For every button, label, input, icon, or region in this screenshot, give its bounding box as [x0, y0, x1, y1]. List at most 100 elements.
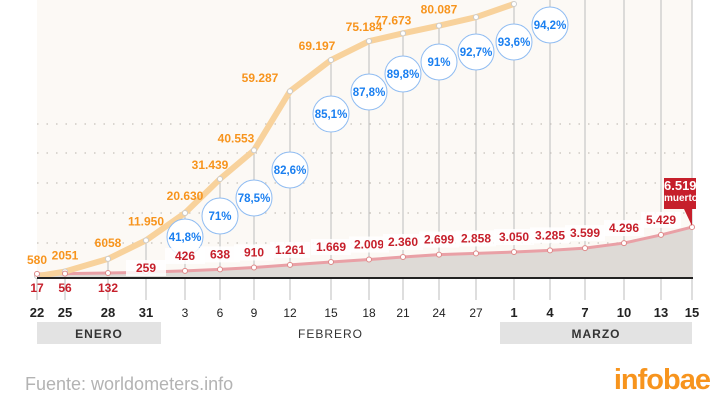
deaths-point	[105, 270, 111, 277]
cases-point	[217, 175, 223, 182]
deaths-point	[621, 240, 627, 247]
percent-circle	[271, 151, 309, 189]
x-tick-label: 22	[30, 305, 44, 320]
cases-point	[328, 57, 334, 64]
cases-point	[511, 0, 517, 7]
x-tick-label: 24	[432, 306, 446, 320]
deaths-point	[436, 251, 442, 258]
infobae-logo: infobae	[613, 364, 711, 396]
deaths-area	[37, 227, 692, 278]
deaths-label-bg	[419, 231, 459, 248]
deaths-point	[582, 245, 588, 252]
percent-label: 41,8%	[169, 232, 202, 244]
deaths-label: 259	[136, 261, 156, 275]
x-tick-label: 10	[617, 305, 631, 320]
deaths-label: 3.599	[570, 226, 600, 240]
cases-label: 80.087	[421, 3, 458, 17]
x-tick-label: 1	[510, 305, 517, 320]
percent-label: 94,2%	[534, 20, 567, 32]
deaths-label-bg	[126, 260, 166, 276]
deaths-point	[217, 266, 223, 273]
deaths-label: 3.285	[535, 228, 565, 242]
tag-pointer	[684, 209, 692, 226]
deaths-point	[366, 256, 372, 263]
x-tick-label: 9	[251, 306, 258, 320]
deaths-point	[328, 258, 334, 265]
final-deaths-tag: 6.519 muertos	[664, 178, 704, 209]
deaths-label-bg	[349, 236, 389, 253]
deaths-point	[658, 231, 664, 238]
x-tick-label: 31	[139, 305, 153, 320]
deaths-label-bg	[494, 229, 534, 246]
percent-label: 85,1%	[315, 109, 348, 121]
deaths-point	[287, 261, 293, 268]
cases-point	[143, 237, 149, 244]
deaths-point	[182, 267, 188, 274]
deaths-label-bg	[311, 238, 351, 255]
deaths-label-bg	[383, 234, 423, 251]
x-tick-label: 15	[685, 305, 699, 320]
deaths-label-bg	[270, 241, 310, 258]
deaths-label: 5.429	[646, 213, 676, 227]
percent-circle	[420, 43, 458, 81]
deaths-label: 1.669	[316, 240, 346, 254]
cases-point	[400, 30, 406, 37]
cases-label: 59.287	[242, 71, 279, 85]
month-band	[500, 322, 692, 344]
cases-line	[36, 1, 515, 280]
cases-point	[251, 147, 257, 154]
deaths-label-bg	[604, 220, 644, 237]
month-label: FEBRERO	[298, 327, 363, 341]
deaths-point	[511, 249, 517, 256]
cases-label: 31.439	[192, 158, 229, 172]
final-deaths-value: 6.519	[664, 178, 697, 193]
x-tick-label: 15	[324, 306, 338, 320]
cases-label: 11.950	[128, 214, 164, 228]
month-label: MARZO	[572, 327, 621, 341]
deaths-label-bg	[200, 246, 240, 263]
x-tick-label: 21	[396, 306, 410, 320]
deaths-label-bg	[565, 225, 605, 242]
source-text: Fuente: worldometers.info	[25, 374, 234, 394]
deaths-label: 910	[244, 245, 264, 259]
x-tick-label: 12	[283, 306, 297, 320]
cases-label: 40.553	[218, 131, 255, 145]
cases-label: 2051	[52, 249, 79, 263]
cases-label: 69.197	[299, 39, 336, 53]
percent-circle	[384, 55, 422, 93]
deaths-label: 1.261	[275, 243, 305, 257]
percent-circle	[350, 73, 388, 111]
percent-circle	[495, 23, 533, 61]
percent-circle	[457, 33, 495, 71]
month-label: ENERO	[75, 327, 123, 341]
cases-point	[473, 14, 479, 21]
deaths-label: 638	[210, 247, 230, 261]
deaths-point	[473, 250, 479, 257]
deaths-label: 132	[98, 281, 118, 295]
x-tick-label: 25	[58, 305, 72, 320]
deaths-label-bg	[456, 230, 496, 247]
cases-label: 6058	[95, 236, 122, 250]
percent-label: 93,6%	[498, 37, 531, 49]
x-tick-label: 13	[654, 305, 668, 320]
deaths-point	[34, 270, 40, 277]
x-tick-label: 18	[362, 306, 376, 320]
deaths-label: 2.009	[354, 238, 384, 252]
percent-circle	[201, 197, 239, 235]
final-deaths-unit: muertos	[664, 193, 704, 204]
percent-label: 92,7%	[460, 47, 493, 59]
deaths-label: 56	[58, 281, 72, 295]
x-tick-label: 6	[217, 306, 224, 320]
deaths-point	[62, 270, 68, 277]
cases-point	[105, 255, 111, 262]
cases-label: 75.184	[346, 20, 383, 34]
month-band	[37, 322, 161, 344]
percent-label: 89,8%	[387, 69, 420, 81]
deaths-label: 426	[175, 249, 195, 263]
cases-label: 77.673	[375, 13, 412, 27]
cases-point	[287, 88, 293, 95]
percent-label: 71%	[208, 211, 231, 223]
deaths-point	[400, 254, 406, 261]
percent-circle	[531, 6, 569, 44]
